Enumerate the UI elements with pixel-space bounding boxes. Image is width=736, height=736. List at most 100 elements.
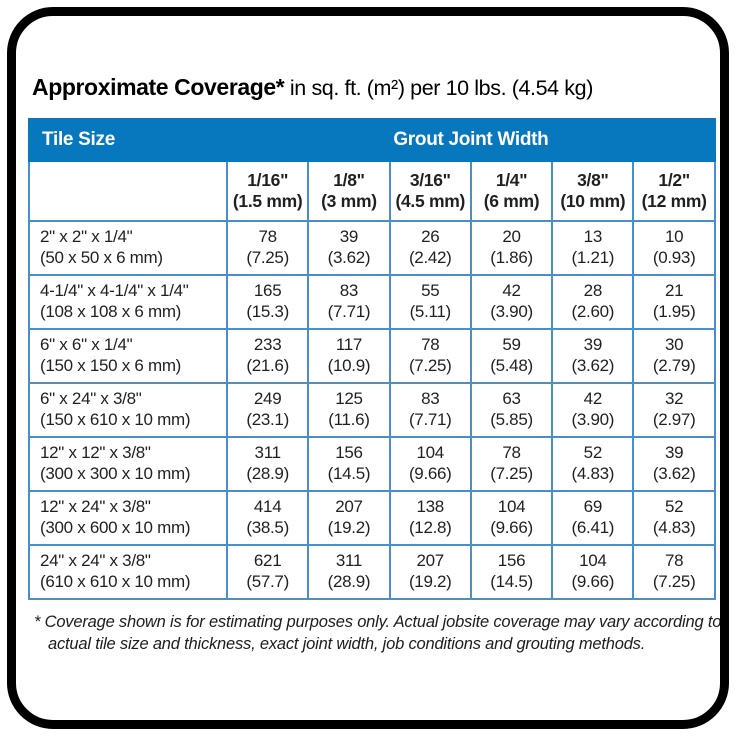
- cell-line-1: 20: [502, 227, 521, 247]
- cell-line-1: 13: [583, 227, 603, 247]
- cell-line-2: (4.83): [652, 518, 696, 537]
- cell-line-1: 12" x 12" x 3/8": [40, 443, 151, 463]
- coverage-value-cell: 311 (28.9): [307, 544, 391, 600]
- cell-line-1: 1/2": [658, 169, 690, 190]
- table-body: 2" x 2" x 1/4" (50 x 50 x 6 mm) 78 (7.25) 39…: [28, 220, 716, 600]
- coverage-value-cell: 39 (3.62): [551, 328, 635, 384]
- cell-line-2: (3.90): [571, 410, 615, 429]
- table-row: 12" x 24" x 3/8" (300 x 600 x 10 mm) 414 (3…: [28, 490, 716, 546]
- table-row: 24" x 24" x 3/8" (610 x 610 x 10 mm) 621 (5…: [28, 544, 716, 600]
- cell-line-2: (300 x 600 x 10 mm): [40, 518, 191, 537]
- cell-line-2: (1.21): [571, 248, 615, 267]
- cell-line-2: (38.5): [246, 518, 289, 537]
- cell-line-2: (10 mm): [560, 191, 626, 211]
- cell-line-2: (19.2): [327, 518, 371, 537]
- cell-line-1: 3/16": [409, 169, 451, 190]
- cell-line-1: 55: [421, 281, 440, 301]
- cell-line-2: (5.48): [490, 356, 533, 375]
- tile-size-cell: 6" x 24" x 3/8" (150 x 610 x 10 mm): [28, 382, 228, 438]
- coverage-value-cell: 156 (14.5): [307, 436, 391, 492]
- cell-line-2: (15.3): [246, 302, 289, 321]
- coverage-value-cell: 52 (4.83): [551, 436, 635, 492]
- cell-line-1: 26: [421, 227, 440, 247]
- grout-width-col-header: 1/16" (1.5 mm): [225, 160, 310, 222]
- cell-line-2: (7.71): [408, 410, 452, 429]
- title-units: in sq. ft. (m²) per 10 lbs. (4.54 kg): [284, 76, 593, 100]
- coverage-value-cell: 117 (10.9): [307, 328, 391, 384]
- coverage-value-cell: 21 (1.95): [632, 274, 716, 330]
- cell-line-2: (12.8): [408, 518, 452, 537]
- cell-line-1: 138: [416, 497, 445, 517]
- cell-line-2: (3.62): [571, 356, 615, 375]
- tile-size-cell: 12" x 12" x 3/8" (300 x 300 x 10 mm): [28, 436, 228, 492]
- table-row: 2" x 2" x 1/4" (50 x 50 x 6 mm) 78 (7.25) 39…: [28, 220, 716, 276]
- cell-line-1: 12" x 24" x 3/8": [40, 497, 151, 517]
- coverage-value-cell: 104 (9.66): [388, 436, 472, 492]
- coverage-value-cell: 78 (7.25): [632, 544, 716, 600]
- cell-line-1: 83: [421, 389, 440, 409]
- cell-line-1: 414: [253, 497, 282, 517]
- coverage-value-cell: 138 (12.8): [388, 490, 472, 546]
- cell-line-1: 39: [339, 227, 359, 247]
- cell-line-1: 78: [421, 335, 440, 355]
- cell-line-1: 30: [664, 335, 684, 355]
- coverage-value-cell: 69 (6.41): [551, 490, 635, 546]
- coverage-value-cell: 42 (3.90): [551, 382, 635, 438]
- cell-line-1: 156: [335, 443, 363, 463]
- cell-line-2: (3.62): [327, 248, 371, 267]
- cell-line-1: 42: [583, 389, 603, 409]
- coverage-value-cell: 414 (38.5): [225, 490, 310, 546]
- cell-line-2: (7.25): [652, 572, 696, 591]
- coverage-value-cell: 207 (19.2): [388, 544, 472, 600]
- cell-line-1: 207: [416, 551, 445, 571]
- cell-line-2: (21.6): [246, 356, 289, 375]
- cell-line-1: 78: [664, 551, 684, 571]
- cell-line-1: 6" x 24" x 3/8": [40, 389, 142, 409]
- empty-corner-cell: [28, 160, 228, 222]
- coverage-value-cell: 26 (2.42): [388, 220, 472, 276]
- coverage-value-cell: 104 (9.66): [469, 490, 554, 546]
- cell-line-2: (2.42): [408, 248, 452, 267]
- cell-line-1: 32: [664, 389, 684, 409]
- table-band-row: Tile Size Grout Joint Width: [28, 118, 716, 162]
- cell-line-2: (14.5): [490, 572, 533, 591]
- coverage-value-cell: 59 (5.48): [469, 328, 554, 384]
- cell-line-1: 28: [583, 281, 603, 301]
- coverage-value-cell: 28 (2.60): [551, 274, 635, 330]
- coverage-value-cell: 83 (7.71): [307, 274, 391, 330]
- cell-line-2: (3 mm): [321, 191, 377, 211]
- cell-line-1: 4-1/4" x 4-1/4" x 1/4": [40, 281, 189, 301]
- coverage-value-cell: 52 (4.83): [632, 490, 716, 546]
- cell-line-2: (1.86): [490, 248, 533, 267]
- cell-line-2: (7.71): [327, 302, 371, 321]
- coverage-value-cell: 233 (21.6): [225, 328, 310, 384]
- cell-line-2: (610 x 610 x 10 mm): [40, 572, 191, 591]
- cell-line-2: (50 x 50 x 6 mm): [40, 248, 163, 267]
- cell-line-1: 39: [664, 443, 684, 463]
- cell-line-1: 1/4": [495, 169, 528, 190]
- cell-line-2: (2.97): [652, 410, 696, 429]
- cell-line-2: (23.1): [246, 410, 289, 429]
- coverage-value-cell: 30 (2.79): [632, 328, 716, 384]
- cell-line-1: 104: [416, 443, 445, 463]
- coverage-value-cell: 78 (7.25): [388, 328, 472, 384]
- grout-width-col-header: 1/8" (3 mm): [307, 160, 391, 222]
- cell-line-2: (11.6): [328, 410, 370, 429]
- cell-line-1: 311: [254, 443, 282, 463]
- cell-line-1: 63: [502, 389, 521, 409]
- cell-line-2: (1.95): [652, 302, 696, 321]
- coverage-value-cell: 83 (7.71): [388, 382, 472, 438]
- coverage-value-cell: 10 (0.93): [632, 220, 716, 276]
- rounded-card-frame: Approximate Coverage* in sq. ft. (m²) pe…: [7, 7, 729, 729]
- cell-line-2: (2.79): [652, 356, 696, 375]
- cell-line-2: (57.7): [246, 572, 289, 591]
- cell-line-2: (3.90): [490, 302, 533, 321]
- cell-line-2: (7.25): [246, 248, 289, 267]
- coverage-value-cell: 156 (14.5): [469, 544, 554, 600]
- cell-line-2: (6 mm): [483, 191, 540, 211]
- cell-line-1: 104: [497, 497, 526, 517]
- cell-line-2: (3.62): [652, 464, 696, 483]
- cell-line-1: 104: [579, 551, 607, 571]
- cell-line-2: (108 x 108 x 6 mm): [40, 302, 182, 321]
- grout-width-col-header: 1/4" (6 mm): [469, 160, 554, 222]
